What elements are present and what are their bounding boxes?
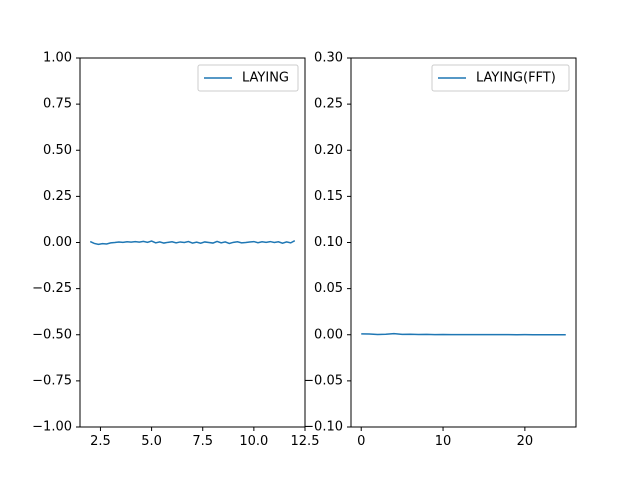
- left-legend: LAYING: [197, 64, 299, 92]
- right-legend: LAYING(FFT): [431, 64, 570, 92]
- left-ticks: −1.00 −0.75 −0.50 −0.25 0.00 0.25 0.50 0.75 1.00…: [32, 51, 319, 450]
- right-subplot: −0.10 −0.05 0.00 0.05 0.10 0.15 0.20 0.25 0.30 0 1…: [303, 51, 577, 450]
- left-ytick-label: −0.25: [32, 281, 72, 296]
- left-ytick-label: 0.50: [43, 143, 72, 158]
- left-subplot: −1.00 −0.75 −0.50 −0.25 0.00 0.25 0.50 0.75 1.00…: [32, 51, 319, 450]
- left-ytick-label: −1.00: [32, 420, 72, 435]
- right-axes-frame: [350, 57, 577, 428]
- left-legend-box: [197, 64, 299, 92]
- left-ytick-label: 0.25: [43, 189, 72, 204]
- right-ytick-label: −0.10: [303, 420, 343, 435]
- left-ytick-label: −0.75: [32, 373, 72, 388]
- right-ytick-label: 0.15: [314, 189, 343, 204]
- left-legend-label: LAYING: [242, 71, 289, 86]
- left-axes-frame: [79, 57, 306, 428]
- left-ytick-label: 0.75: [43, 97, 72, 112]
- right-xtick-label: 0: [357, 434, 365, 449]
- left-xtick-label: 5.0: [141, 434, 162, 449]
- left-xtick-label: 7.5: [192, 434, 213, 449]
- left-ytick-label: 0.00: [43, 235, 72, 250]
- right-xtick-label: 10: [435, 434, 452, 449]
- right-ytick-label: 0.05: [314, 281, 343, 296]
- right-legend-box: [431, 64, 570, 92]
- right-xtick-label: 20: [517, 434, 534, 449]
- right-ticks: −0.10 −0.05 0.00 0.05 0.10 0.15 0.20 0.25 0.30 0 1…: [303, 51, 533, 450]
- right-ytick-label: 0.00: [314, 327, 343, 342]
- left-xtick-label: 10.0: [239, 434, 268, 449]
- right-ytick-label: 0.20: [314, 143, 343, 158]
- right-ytick-label: −0.05: [303, 373, 343, 388]
- laying-fft-series-line: [361, 332, 566, 336]
- right-ytick-label: 0.30: [314, 51, 343, 66]
- left-xtick-label: 2.5: [90, 434, 111, 449]
- right-ytick-label: 0.25: [314, 97, 343, 112]
- left-xtick-label: 12.5: [291, 434, 320, 449]
- right-ytick-label: 0.10: [314, 235, 343, 250]
- laying-series-line: [89, 240, 296, 246]
- left-ytick-label: 1.00: [43, 51, 72, 66]
- right-legend-label: LAYING(FFT): [476, 71, 556, 86]
- left-ytick-label: −0.50: [32, 327, 72, 342]
